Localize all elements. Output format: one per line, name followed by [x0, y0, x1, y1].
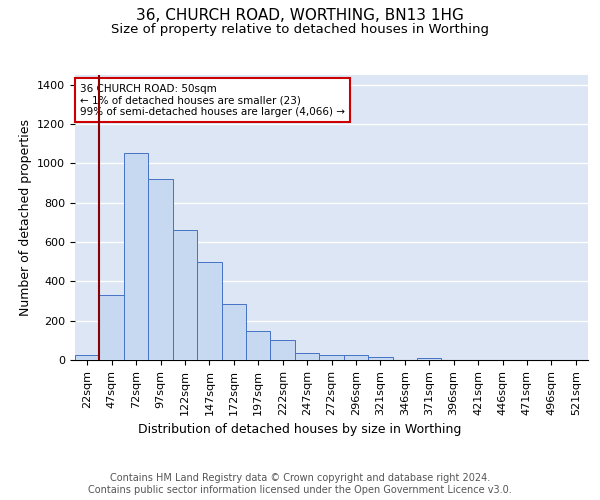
Bar [246, 330, 271, 360]
Bar [319, 355, 344, 360]
Bar [221, 304, 246, 360]
Bar [368, 357, 392, 360]
Text: 36, CHURCH ROAD, WORTHING, BN13 1HG: 36, CHURCH ROAD, WORTHING, BN13 1HG [136, 8, 464, 22]
Bar [417, 358, 442, 360]
Bar [173, 230, 197, 360]
Bar [124, 152, 148, 360]
Text: Contains HM Land Registry data © Crown copyright and database right 2024.
Contai: Contains HM Land Registry data © Crown c… [88, 474, 512, 495]
Text: 36 CHURCH ROAD: 50sqm
← 1% of detached houses are smaller (23)
99% of semi-detac: 36 CHURCH ROAD: 50sqm ← 1% of detached h… [80, 84, 345, 116]
Text: Size of property relative to detached houses in Worthing: Size of property relative to detached ho… [111, 22, 489, 36]
Bar [100, 295, 124, 360]
Y-axis label: Number of detached properties: Number of detached properties [19, 119, 32, 316]
Text: Distribution of detached houses by size in Worthing: Distribution of detached houses by size … [139, 422, 461, 436]
Bar [197, 262, 221, 360]
Bar [148, 179, 173, 360]
Bar [75, 356, 100, 360]
Bar [344, 355, 368, 360]
Bar [295, 352, 319, 360]
Bar [271, 340, 295, 360]
